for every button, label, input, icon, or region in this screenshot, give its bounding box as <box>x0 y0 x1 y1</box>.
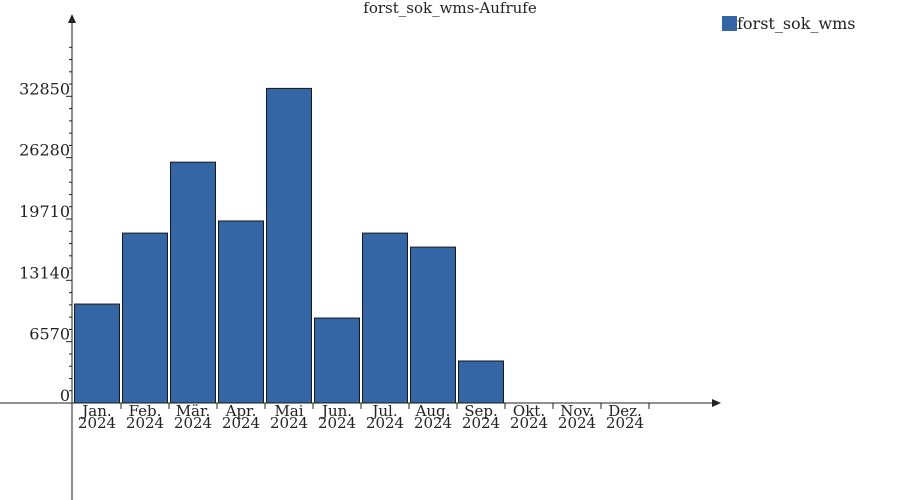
x-tick-label-month: Nov. <box>560 402 594 420</box>
x-tick-label-month: Sep. <box>464 402 498 420</box>
bar <box>122 232 168 404</box>
x-tick-label-year: 2024 <box>222 414 260 432</box>
x-tick-label-year: 2024 <box>78 414 116 432</box>
x-tick-label-month: Mär. <box>176 402 211 420</box>
x-tick-label-year: 2024 <box>414 414 452 432</box>
bar <box>218 220 264 404</box>
x-tick-label-month: Okt. <box>513 402 545 420</box>
x-tick-label-year: 2024 <box>270 414 308 432</box>
x-tick-label-month: Dez. <box>608 402 642 420</box>
y-tick-label: 19710 <box>19 202 70 221</box>
bar <box>266 87 312 404</box>
y-tick-label: 26280 <box>19 141 70 160</box>
y-tick-label: 0 <box>60 386 70 405</box>
x-tick-label-year: 2024 <box>558 414 596 432</box>
bar <box>170 161 216 404</box>
x-tick-label-month: Jul. <box>370 402 397 420</box>
bar <box>362 232 408 404</box>
chart-title: forst_sok_wms-Aufrufe <box>363 0 537 17</box>
x-tick-label-year: 2024 <box>366 414 404 432</box>
x-tick-label-year: 2024 <box>462 414 500 432</box>
x-tick-label-month: Mai <box>274 402 303 420</box>
x-tick-label-year: 2024 <box>126 414 164 432</box>
y-tick-label: 32850 <box>19 79 70 98</box>
y-tick-label: 13140 <box>19 263 70 282</box>
x-tick-label-month: Apr. <box>225 402 257 420</box>
x-tick-label-month: Jan. <box>80 402 111 420</box>
legend-swatch <box>722 16 737 31</box>
bar <box>458 360 504 404</box>
x-tick-label-year: 2024 <box>606 414 644 432</box>
bar <box>314 317 360 404</box>
y-axis-arrow <box>68 14 76 23</box>
bar <box>74 303 120 404</box>
x-tick-label-year: 2024 <box>318 414 356 432</box>
y-tick-label: 6570 <box>29 325 70 344</box>
x-axis-arrow <box>712 399 721 407</box>
x-tick-label-month: Jun. <box>320 402 352 420</box>
x-tick-label-year: 2024 <box>174 414 212 432</box>
x-tick-label-month: Feb. <box>129 402 162 420</box>
legend-label: forst_sok_wms <box>737 14 855 33</box>
x-tick-label-year: 2024 <box>510 414 548 432</box>
bar <box>410 246 456 404</box>
x-tick-label-month: Aug. <box>415 402 451 420</box>
